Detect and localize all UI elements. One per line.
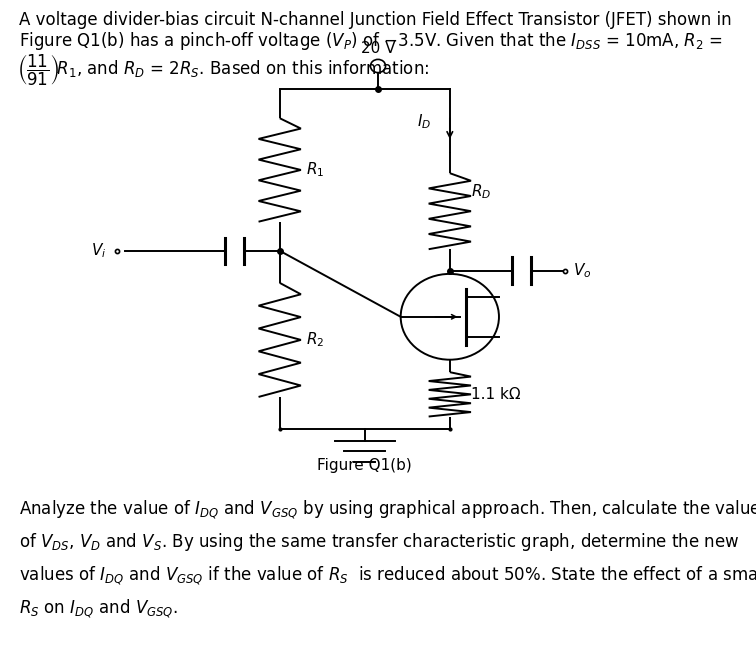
Text: Figure Q1(b): Figure Q1(b) [318, 458, 412, 473]
Text: A voltage divider-bias circuit N-channel Junction Field Effect Transistor (JFET): A voltage divider-bias circuit N-channel… [19, 11, 732, 28]
Text: $R_1$: $R_1$ [306, 160, 324, 180]
Text: $I_D$: $I_D$ [417, 113, 431, 131]
Text: Analyze the value of $I_{DQ}$ and $V_{GSQ}$ by using graphical approach. Then, c: Analyze the value of $I_{DQ}$ and $V_{GS… [19, 498, 756, 521]
Text: values of $I_{DQ}$ and $V_{GSQ}$ if the value of $R_S$  is reduced about 50%. St: values of $I_{DQ}$ and $V_{GSQ}$ if the … [19, 564, 756, 587]
Text: $\!\left(\dfrac{11}{91}\right)\!R_1$, and $R_D$ = 2$R_S$. Based on this informat: $\!\left(\dfrac{11}{91}\right)\!R_1$, an… [19, 53, 429, 88]
Text: of $V_{DS}$, $V_D$ and $V_S$. By using the same transfer characteristic graph, d: of $V_{DS}$, $V_D$ and $V_S$. By using t… [19, 531, 739, 553]
Text: $V_i$: $V_i$ [91, 242, 106, 260]
Text: $R_2$: $R_2$ [306, 331, 324, 349]
Text: 20 V: 20 V [361, 41, 395, 56]
Text: $R_D$: $R_D$ [471, 182, 491, 201]
Text: $R_S$ on $I_{DQ}$ and $V_{GSQ}$.: $R_S$ on $I_{DQ}$ and $V_{GSQ}$. [19, 597, 178, 620]
Text: 1.1 kΩ: 1.1 kΩ [471, 387, 521, 402]
Text: Figure Q1(b) has a pinch-off voltage ($V_P$) of $-$3.5V. Given that the $I_{DSS}: Figure Q1(b) has a pinch-off voltage ($V… [19, 30, 723, 51]
Text: $V_o$: $V_o$ [573, 261, 591, 280]
